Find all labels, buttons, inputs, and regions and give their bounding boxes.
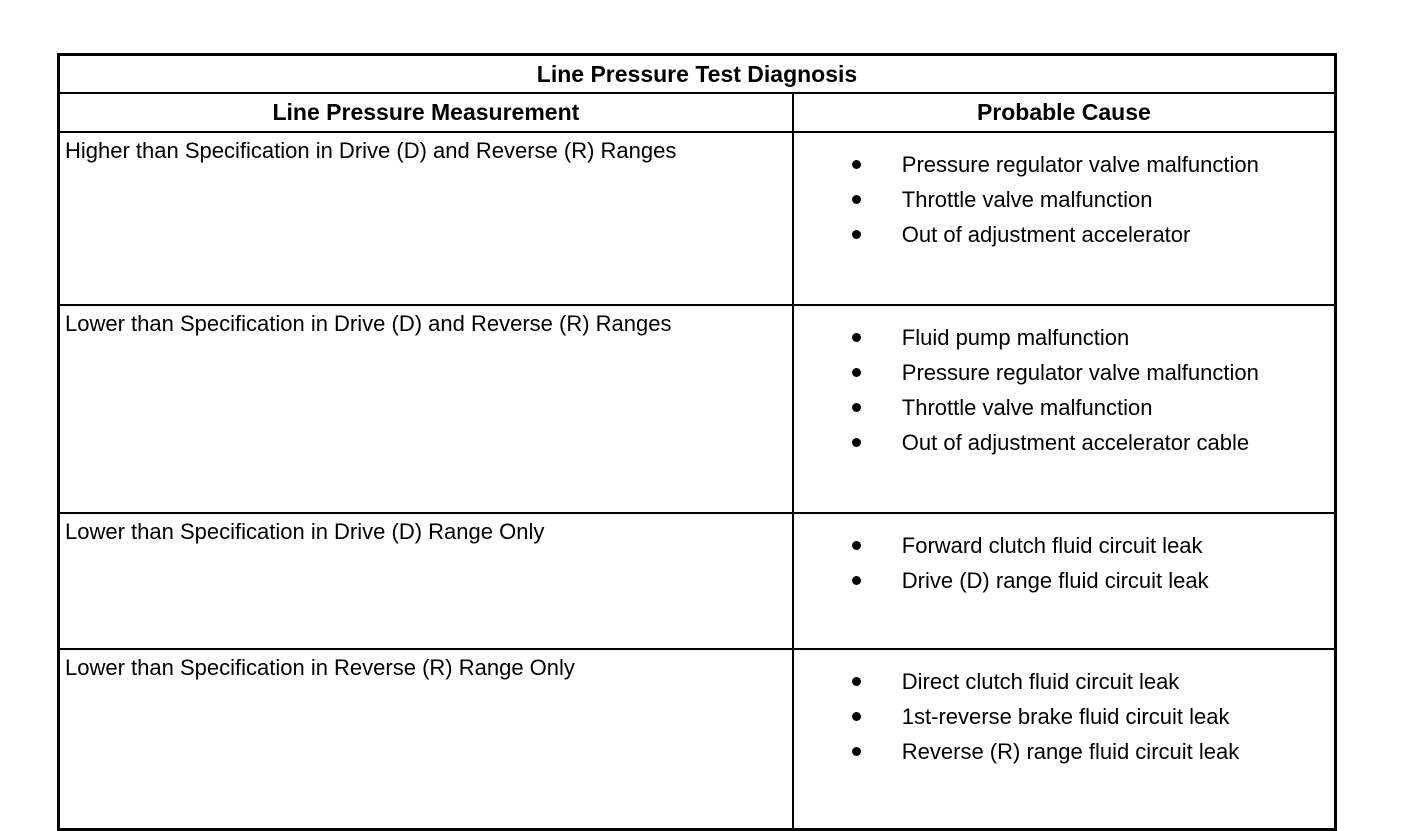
bullet-icon [851,541,861,550]
column-header-probable-cause: Probable Cause [791,92,1337,133]
cause-label: Out of adjustment accelerator [901,222,1191,247]
bullet-icon [851,576,861,585]
cause-list: Direct clutch fluid circuit leak 1st-reve… [851,664,1330,769]
table-row: Higher than Specification in Drive (D) a… [57,131,1337,306]
bullet-icon [851,195,861,204]
cause-item: Direct clutch fluid circuit leak [851,664,1330,699]
cause-label: Forward clutch fluid circuit leak [901,533,1203,558]
cause-label: 1st-reverse brake fluid circuit leak [901,704,1230,729]
cause-item: Throttle valve malfunction [851,182,1330,217]
cause-label: Pressure regulator valve malfunction [901,152,1259,177]
cause-label: Fluid pump malfunction [901,325,1130,350]
cause-item: Fluid pump malfunction [851,320,1330,355]
bullet-icon [851,712,861,721]
cause-label: Pressure regulator valve malfunction [901,360,1259,385]
causes-cell: Forward clutch fluid circuit leak Drive (… [791,512,1337,650]
measurement-cell: Lower than Specification in Reverse (R) … [57,648,794,831]
cause-item: Pressure regulator valve malfunction [851,355,1330,390]
cause-item: Out of adjustment accelerator [851,217,1330,252]
causes-cell: Fluid pump malfunction Pressure regulator… [791,304,1337,514]
column-header-measurement: Line Pressure Measurement [57,92,794,133]
cause-list: Fluid pump malfunction Pressure regulator… [851,320,1330,460]
page: Line Pressure Test Diagnosis Line Pressu… [57,53,1337,831]
measurement-cell: Lower than Specification in Drive (D) Ra… [57,512,794,650]
bullet-icon [851,403,861,412]
table-row: Lower than Specification in Drive (D) an… [57,304,1337,514]
causes-cell: Direct clutch fluid circuit leak 1st-reve… [791,648,1337,831]
bullet-icon [851,438,861,447]
bullet-icon [851,333,861,342]
cause-label: Throttle valve malfunction [901,187,1153,212]
table-header-row: Line Pressure Measurement Probable Cause [57,92,1337,133]
cause-item: 1st-reverse brake fluid circuit leak [851,699,1330,734]
cause-label: Throttle valve malfunction [901,395,1153,420]
cause-label: Reverse (R) range fluid circuit leak [901,739,1240,764]
cause-label: Out of adjustment accelerator cable [901,430,1250,455]
causes-cell: Pressure regulator valve malfunction Thro… [791,131,1337,306]
table-title-row: Line Pressure Test Diagnosis [57,53,1337,94]
table-title: Line Pressure Test Diagnosis [57,53,1337,94]
cause-item: Pressure regulator valve malfunction [851,147,1330,182]
table-row: Lower than Specification in Reverse (R) … [57,648,1337,831]
cause-item: Throttle valve malfunction [851,390,1330,425]
cause-list: Pressure regulator valve malfunction Thro… [851,147,1330,252]
bullet-icon [851,747,861,756]
cause-item: Out of adjustment accelerator cable [851,425,1330,460]
table-row: Lower than Specification in Drive (D) Ra… [57,512,1337,650]
bullet-icon [851,368,861,377]
cause-item: Forward clutch fluid circuit leak [851,528,1330,563]
measurement-cell: Higher than Specification in Drive (D) a… [57,131,794,306]
cause-label: Direct clutch fluid circuit leak [901,669,1180,694]
cause-item: Reverse (R) range fluid circuit leak [851,734,1330,769]
bullet-icon [851,677,861,686]
measurement-cell: Lower than Specification in Drive (D) an… [57,304,794,514]
cause-label: Drive (D) range fluid circuit leak [901,568,1209,593]
cause-item: Drive (D) range fluid circuit leak [851,563,1330,598]
bullet-icon [851,230,861,239]
bullet-icon [851,160,861,169]
line-pressure-diagnosis-table: Line Pressure Test Diagnosis Line Pressu… [57,53,1337,831]
cause-list: Forward clutch fluid circuit leak Drive (… [851,528,1330,598]
